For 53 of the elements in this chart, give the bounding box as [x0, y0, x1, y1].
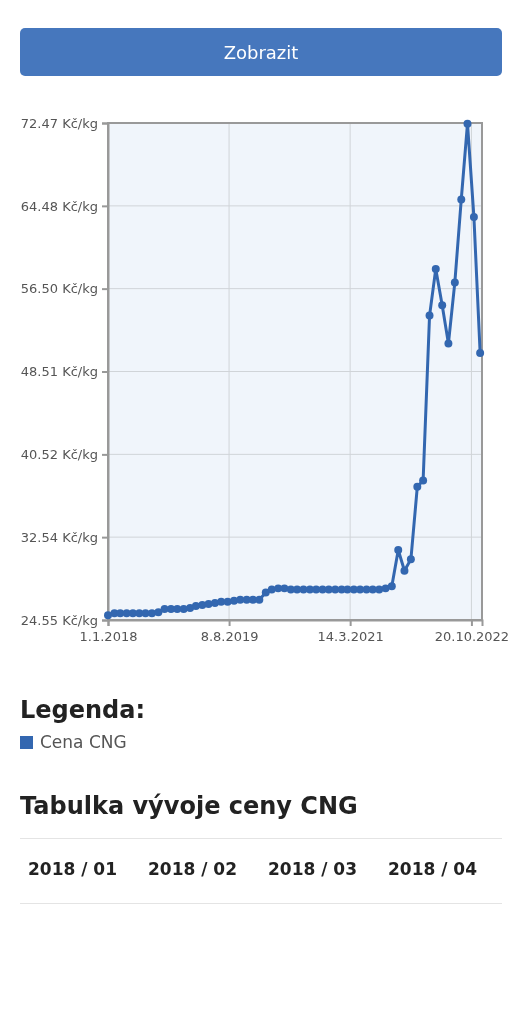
text: 2018 / 01: [28, 859, 118, 879]
text: 2018 / 03: [268, 859, 358, 879]
point: [394, 546, 403, 554]
point: [457, 195, 466, 204]
y-tick-label: 56.50 Kč/kg: [20, 281, 98, 297]
y-tick-label: 72.47 Kč/kg: [20, 115, 98, 131]
legend-title: Legenda:: [20, 696, 146, 724]
x-tick-label: 20.10.2022: [434, 629, 510, 645]
y-tick-label: 32.54 Kč/kg: [20, 529, 98, 545]
y-tick-label: 64.48 Kč/kg: [20, 198, 98, 214]
x-tick-label: 14.3.2021: [317, 629, 384, 645]
y-tick-label: 48.51 Kč/kg: [20, 364, 98, 380]
point: [280, 584, 289, 593]
point: [406, 555, 415, 564]
x-tick-label: 1.1.2018: [79, 629, 138, 645]
point: [198, 600, 207, 609]
point: [450, 278, 459, 287]
point: [261, 588, 270, 597]
point: [248, 595, 257, 604]
point: [387, 582, 396, 591]
point: [444, 339, 453, 348]
text: Tabulka vývoje ceny CNG: [20, 792, 358, 820]
text: 2018 / 02: [148, 859, 238, 879]
point: [425, 311, 434, 320]
point: [356, 585, 365, 594]
legend-label: Cena CNG: [40, 732, 127, 752]
point: [274, 584, 283, 593]
point: [331, 585, 340, 594]
point: [476, 348, 485, 357]
button: Zobrazit: [20, 28, 502, 76]
point: [419, 476, 428, 485]
y-tick-label: 40.52 Kč/kg: [20, 447, 98, 463]
point: [173, 605, 182, 614]
point: [438, 301, 447, 310]
text: 2018 / 04: [388, 859, 478, 879]
point: [154, 608, 163, 617]
point: [116, 609, 125, 618]
point: [413, 482, 422, 491]
point: [400, 566, 409, 575]
point: [191, 602, 200, 610]
x-tick-label: 8.8.2019: [200, 629, 259, 645]
point: [312, 585, 321, 594]
y-tick-label: 24.55 Kč/kg: [20, 612, 98, 628]
point: [375, 585, 384, 594]
point: [463, 119, 472, 128]
point: [255, 595, 264, 604]
point: [236, 595, 245, 604]
point: [147, 609, 156, 618]
point: [469, 213, 478, 222]
point: [135, 609, 144, 618]
point: [217, 597, 226, 606]
point: [293, 585, 302, 594]
point: [431, 264, 440, 273]
